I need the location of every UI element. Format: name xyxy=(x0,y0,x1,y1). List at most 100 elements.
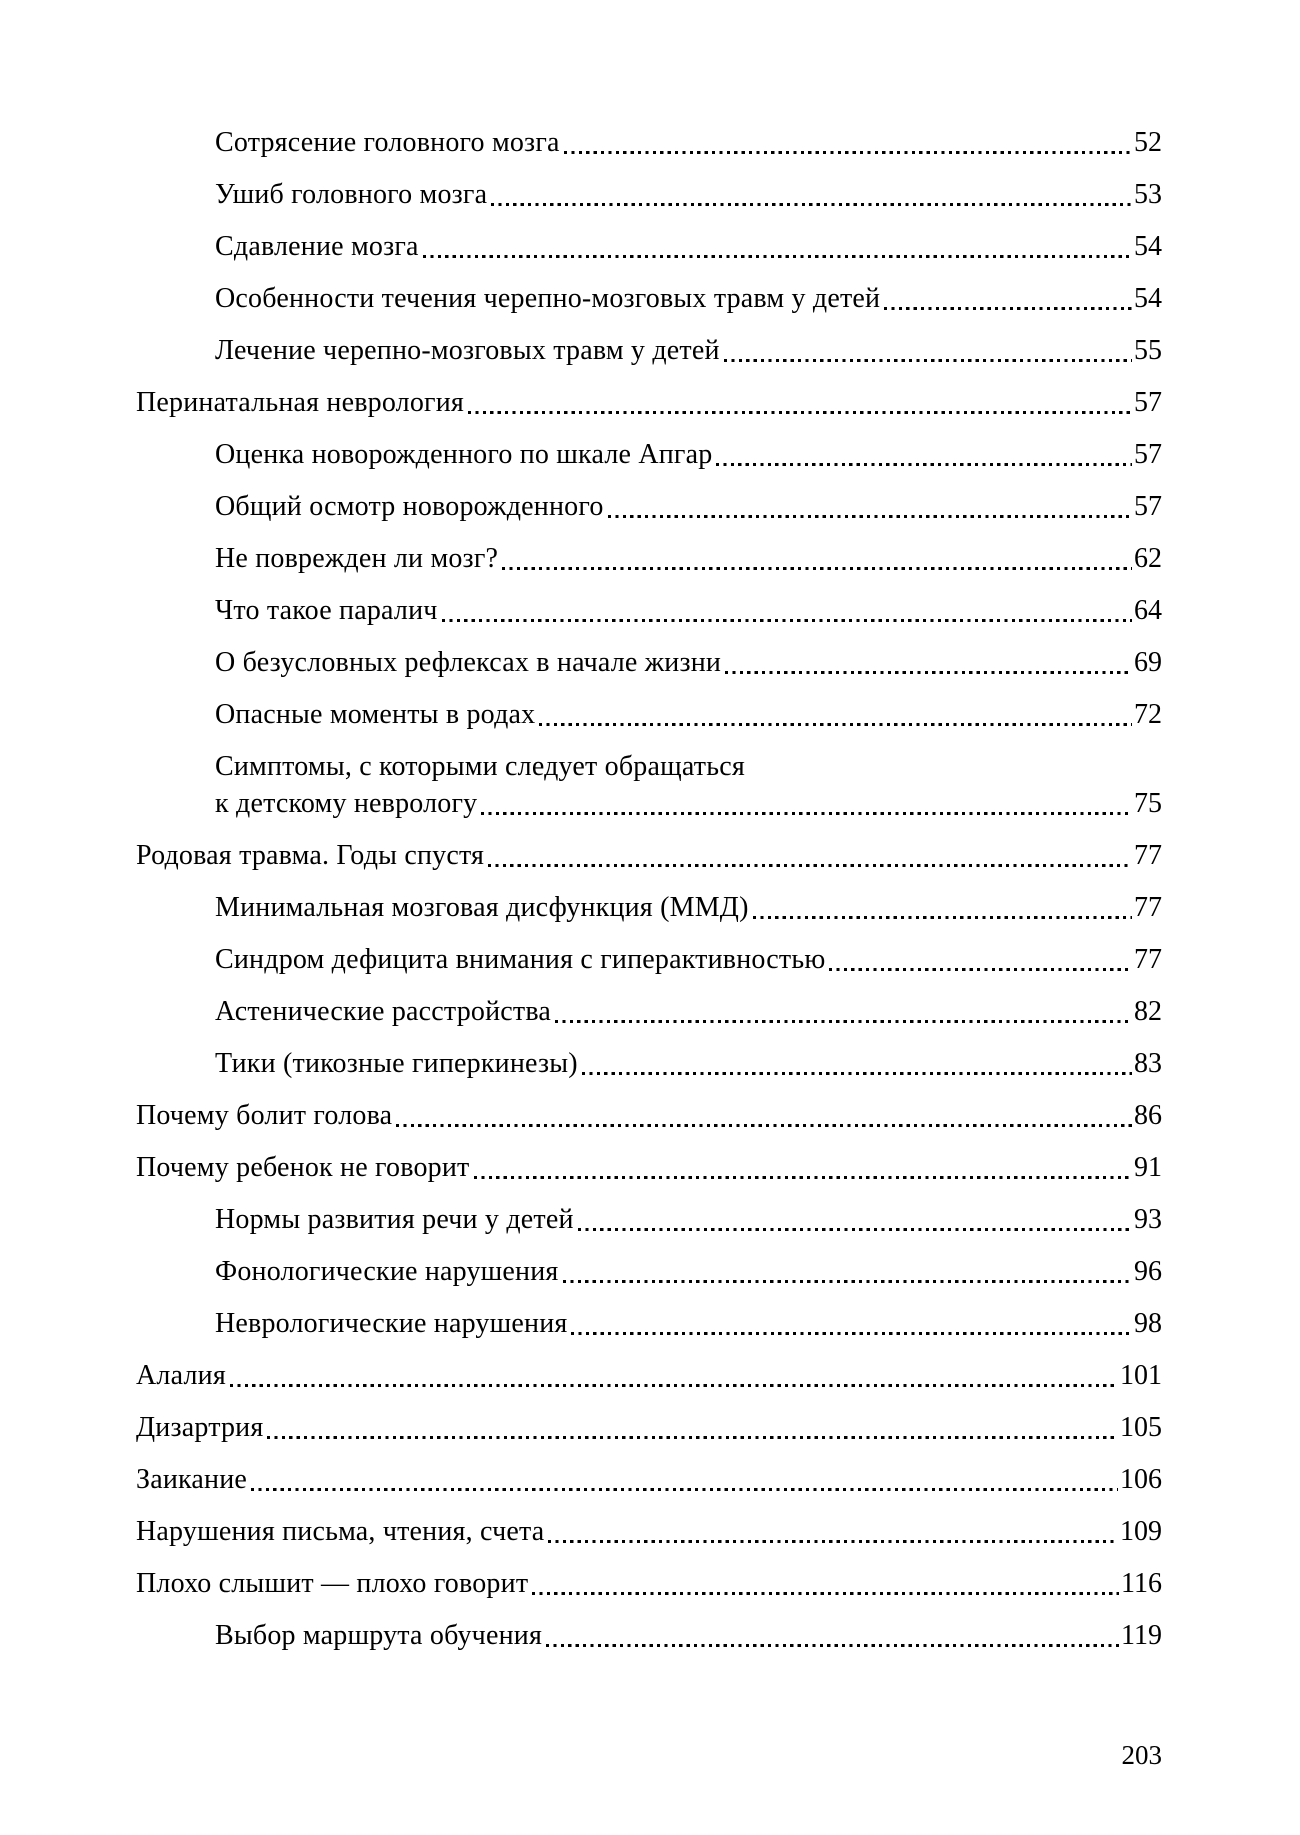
dot-leader xyxy=(441,618,1132,622)
toc-entry-title: Почему ребенок не говорит xyxy=(136,1152,470,1183)
toc-entry-row: О безусловных рефлексах в начале жизни 6… xyxy=(136,635,1162,687)
toc-entry-page-number: 72 xyxy=(1134,699,1162,730)
toc-entry-row: Особенности течения черепно-мозговых тра… xyxy=(136,271,1162,323)
toc-entry-page-number: 55 xyxy=(1134,335,1162,366)
toc-entry-title: Перинатальная неврология xyxy=(136,387,464,418)
toc-entry-row: Астенические расстройства 82 xyxy=(136,984,1162,1036)
toc-entry-row: Тики (тикозные гиперкинезы) 83 xyxy=(136,1036,1162,1088)
toc-entry-row: Почему болит голова 86 xyxy=(136,1088,1162,1140)
toc-entry-page-number: 116 xyxy=(1121,1568,1162,1599)
toc-entry-page-number: 69 xyxy=(1134,647,1162,678)
toc-entry-row: Синдром дефицита внимания с гиперактивно… xyxy=(136,932,1162,984)
toc-entry: Заикание 106 xyxy=(136,1452,1162,1504)
toc-entry-title: Нарушения письма, чтения, счета xyxy=(136,1516,545,1547)
toc-entry-title: Тики (тикозные гиперкинезы) xyxy=(215,1048,578,1079)
toc-entry-row: Фонологические нарушения 96 xyxy=(136,1244,1162,1296)
dot-leader xyxy=(555,1019,1132,1023)
toc-entry: Оценка новорожденного по шкале Апгар 57 xyxy=(136,427,1162,479)
toc-entry-page-number: 54 xyxy=(1134,231,1162,262)
page-footer: 203 xyxy=(1122,1742,1163,1769)
toc-entry-page-number: 119 xyxy=(1121,1620,1162,1651)
toc-entry-row: Заикание 106 xyxy=(136,1452,1162,1504)
dot-leader xyxy=(571,1331,1132,1335)
toc-entry-title: Минимальная мозговая дисфункция (ММД) xyxy=(215,892,749,923)
toc-entry: Почему ребенок не говорит 91 xyxy=(136,1140,1162,1192)
toc-entry-page-number: 109 xyxy=(1120,1516,1162,1547)
toc-entry-page-number: 53 xyxy=(1134,179,1162,210)
toc-entry: Дизартрия 105 xyxy=(136,1400,1162,1452)
toc-entry-row: к детскому неврологу 75 xyxy=(136,788,1162,828)
toc-entry-title: Ушиб головного мозга xyxy=(215,179,488,210)
dot-leader xyxy=(725,670,1132,674)
toc-entry-title: Плохо слышит — плохо говорит xyxy=(136,1568,529,1599)
toc-entry-page-number: 101 xyxy=(1120,1360,1162,1391)
toc-entry: Лечение черепно-мозговых травм у детей 5… xyxy=(136,323,1162,375)
toc-entry-title: Симптомы, с которыми следует обращаться xyxy=(215,751,745,782)
toc-entry-page-number: 75 xyxy=(1134,788,1162,819)
dot-leader xyxy=(468,410,1132,414)
toc-entry: Общий осмотр новорожденного 57 xyxy=(136,479,1162,531)
toc-entry: Симптомы, с которыми следует обращаться … xyxy=(136,739,1162,828)
toc-entry: Фонологические нарушения 96 xyxy=(136,1244,1162,1296)
toc-entry-row: Не поврежден ли мозг? 62 xyxy=(136,531,1162,583)
toc-entry-row: Симптомы, с которыми следует обращаться xyxy=(136,739,1162,791)
toc-entry-row: Что такое паралич 64 xyxy=(136,583,1162,635)
toc-entry-row: Выбор маршрута обучения 119 xyxy=(136,1608,1162,1660)
dot-leader xyxy=(267,1435,1118,1439)
toc-entry-row: Алалия 101 xyxy=(136,1348,1162,1400)
folio-page-number: 203 xyxy=(1121,1740,1163,1770)
toc-entry: Синдром дефицита внимания с гиперактивно… xyxy=(136,932,1162,984)
toc-entry: Особенности течения черепно-мозговых тра… xyxy=(136,271,1162,323)
toc-entry-row: Перинатальная неврология 57 xyxy=(136,375,1162,427)
toc-entry: Астенические расстройства 82 xyxy=(136,984,1162,1036)
toc-entry-title: Что такое паралич xyxy=(215,595,438,626)
toc-entry: Опасные моменты в родах 72 xyxy=(136,687,1162,739)
toc-entry-row: Оценка новорожденного по шкале Апгар 57 xyxy=(136,427,1162,479)
toc-entry-row: Неврологические нарушения 98 xyxy=(136,1296,1162,1348)
dot-leader xyxy=(577,1227,1132,1231)
dot-leader xyxy=(396,1123,1132,1127)
dot-leader xyxy=(716,462,1132,466)
toc-entry-title: Оценка новорожденного по шкале Апгар xyxy=(215,439,713,470)
toc-entry-title: Почему болит голова xyxy=(136,1100,393,1131)
toc-entry-page-number: 57 xyxy=(1134,387,1162,418)
toc-entry: Минимальная мозговая дисфункция (ММД) 77 xyxy=(136,880,1162,932)
toc-entry-page-number: 77 xyxy=(1134,892,1162,923)
toc-entry-row: Минимальная мозговая дисфункция (ММД) 77 xyxy=(136,880,1162,932)
toc-entry-page-number: 96 xyxy=(1134,1256,1162,1287)
toc-entry-title: Сотрясение головного мозга xyxy=(215,127,560,158)
toc-entry-title: Нормы развития речи у детей xyxy=(215,1204,574,1235)
dot-leader xyxy=(422,254,1132,258)
toc-entry-title: Лечение черепно-мозговых травм у детей xyxy=(215,335,720,366)
toc-entry-title: Синдром дефицита внимания с гиперактивно… xyxy=(215,944,826,975)
toc-entry-page-number: 82 xyxy=(1134,996,1162,1027)
dot-leader xyxy=(829,967,1132,971)
toc-entry-title: Выбор маршрута обучения xyxy=(215,1620,543,1651)
toc-entry: Почему болит голова 86 xyxy=(136,1088,1162,1140)
toc-entry: Сдавление мозга 54 xyxy=(136,219,1162,271)
toc-entry-title: Дизартрия xyxy=(136,1412,264,1443)
toc-entry-page-number: 57 xyxy=(1134,491,1162,522)
toc-entry: Сотрясение головного мозга 52 xyxy=(136,115,1162,167)
toc-entry-page-number: 106 xyxy=(1120,1464,1162,1495)
dot-leader xyxy=(502,566,1132,570)
toc-entry-page-number: 64 xyxy=(1134,595,1162,626)
toc-entry: О безусловных рефлексах в начале жизни 6… xyxy=(136,635,1162,687)
dot-leader xyxy=(607,514,1132,518)
dot-leader xyxy=(491,202,1132,206)
dot-leader xyxy=(539,722,1132,726)
dot-leader xyxy=(752,915,1132,919)
toc-entry: Нормы развития речи у детей 93 xyxy=(136,1192,1162,1244)
toc-entry: Алалия 101 xyxy=(136,1348,1162,1400)
toc-entry-row: Сдавление мозга 54 xyxy=(136,219,1162,271)
toc-entry: Тики (тикозные гиперкинезы) 83 xyxy=(136,1036,1162,1088)
toc-entry: Что такое паралич 64 xyxy=(136,583,1162,635)
toc-entry: Перинатальная неврология 57 xyxy=(136,375,1162,427)
toc-entry: Плохо слышит — плохо говорит 116 xyxy=(136,1556,1162,1608)
toc-entry-row: Сотрясение головного мозга 52 xyxy=(136,115,1162,167)
toc-entry-page-number: 62 xyxy=(1134,543,1162,574)
toc-entry-page-number: 52 xyxy=(1134,127,1162,158)
toc-entry: Выбор маршрута обучения 119 xyxy=(136,1608,1162,1660)
toc-entry-title: О безусловных рефлексах в начале жизни xyxy=(215,647,722,678)
dot-leader xyxy=(251,1487,1118,1491)
